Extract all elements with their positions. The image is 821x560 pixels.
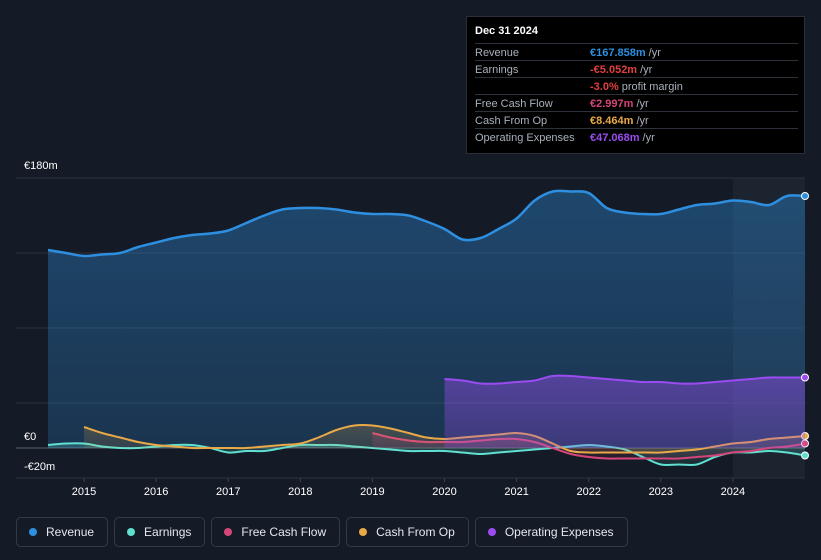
tooltip-row-value: €8.464m/yr bbox=[590, 115, 649, 127]
x-tick-label: 2024 bbox=[721, 486, 745, 498]
tooltip-row-value: €47.068m/yr bbox=[590, 132, 655, 144]
legend-label: Cash From Op bbox=[376, 525, 455, 539]
tooltip-row: -3.0% profit margin bbox=[475, 77, 798, 95]
x-tick-label: 2019 bbox=[360, 486, 384, 498]
legend-item-revenue[interactable]: Revenue bbox=[16, 517, 109, 547]
x-tick-label: 2018 bbox=[288, 486, 312, 498]
legend-item-free-cash-flow[interactable]: Free Cash Flow bbox=[211, 517, 341, 547]
tooltip-row: Operating Expenses €47.068m/yr bbox=[475, 128, 798, 146]
series-area-free-cash-flow bbox=[372, 433, 805, 459]
series-endpoint-operating-expenses[interactable] bbox=[801, 373, 809, 382]
series-line-earnings bbox=[47, 442, 806, 467]
chart-legend: Revenue Earnings Free Cash Flow Cash From O… bbox=[16, 517, 628, 549]
x-axis: 2015 2016 2017 2018 2019 2020 2021 2022 2023 2024 bbox=[72, 478, 745, 498]
x-tick-label: 2016 bbox=[144, 486, 168, 498]
legend-label: Revenue bbox=[46, 525, 95, 539]
tooltip-row-label: Revenue bbox=[475, 47, 520, 59]
tooltip-row-value: -3.0% profit margin bbox=[590, 81, 683, 93]
y-axis: €180m €0 -€20m bbox=[24, 160, 58, 473]
legend-label: Operating Expenses bbox=[504, 525, 614, 539]
x-tick-label: 2023 bbox=[649, 486, 673, 498]
tooltip-row-label: Operating Expenses bbox=[475, 132, 575, 144]
tooltip-date: Dec 31 2024 bbox=[475, 25, 538, 37]
legend-dot-icon bbox=[127, 528, 136, 536]
data-tooltip: Dec 31 2024 Revenue €167.858m/yr Earnings -… bbox=[466, 16, 805, 154]
legend-label: Earnings bbox=[144, 525, 192, 539]
tooltip-row-value: -€5.052m/yr bbox=[590, 64, 653, 76]
series-endpoint-earnings[interactable] bbox=[801, 451, 809, 460]
tooltip-row: Revenue €167.858m/yr bbox=[475, 43, 798, 61]
tooltip-row-label: Earnings bbox=[475, 64, 519, 76]
tooltip-row-value: €167.858m/yr bbox=[590, 47, 661, 59]
legend-label: Free Cash Flow bbox=[241, 525, 327, 539]
legend-dot-icon bbox=[224, 528, 233, 536]
tooltip-row-value: €2.997m/yr bbox=[590, 98, 649, 110]
legend-dot-icon bbox=[29, 528, 37, 536]
x-tick-label: 2022 bbox=[576, 486, 600, 498]
tooltip-row-label: Cash From Op bbox=[475, 115, 548, 127]
x-tick-label: 2020 bbox=[432, 486, 456, 498]
tooltip-row: Earnings -€5.052m/yr bbox=[475, 60, 798, 78]
tooltip-row: Free Cash Flow €2.997m/yr bbox=[475, 94, 798, 112]
tooltip-row-label: Free Cash Flow bbox=[475, 98, 553, 110]
series-line-operating-expenses bbox=[444, 374, 805, 385]
y-tick-label: €180m bbox=[24, 160, 58, 172]
series-line-revenue bbox=[47, 189, 806, 258]
legend-item-operating-expenses[interactable]: Operating Expenses bbox=[474, 517, 628, 547]
x-tick-label: 2017 bbox=[216, 486, 240, 498]
x-tick-label: 2021 bbox=[504, 486, 528, 498]
legend-dot-icon bbox=[487, 528, 496, 536]
legend-item-cash-from-op[interactable]: Cash From Op bbox=[346, 517, 469, 547]
y-tick-label: €0 bbox=[24, 431, 36, 443]
series-area-operating-expenses bbox=[444, 375, 805, 448]
series-group bbox=[47, 189, 809, 467]
legend-dot-icon bbox=[359, 528, 368, 536]
series-endpoint-revenue[interactable] bbox=[801, 192, 809, 200]
legend-item-earnings[interactable]: Earnings bbox=[114, 517, 206, 547]
tooltip-row: Cash From Op €8.464m/yr bbox=[475, 111, 798, 129]
y-tick-label: -€20m bbox=[24, 461, 55, 473]
x-tick-label: 2015 bbox=[72, 486, 96, 498]
